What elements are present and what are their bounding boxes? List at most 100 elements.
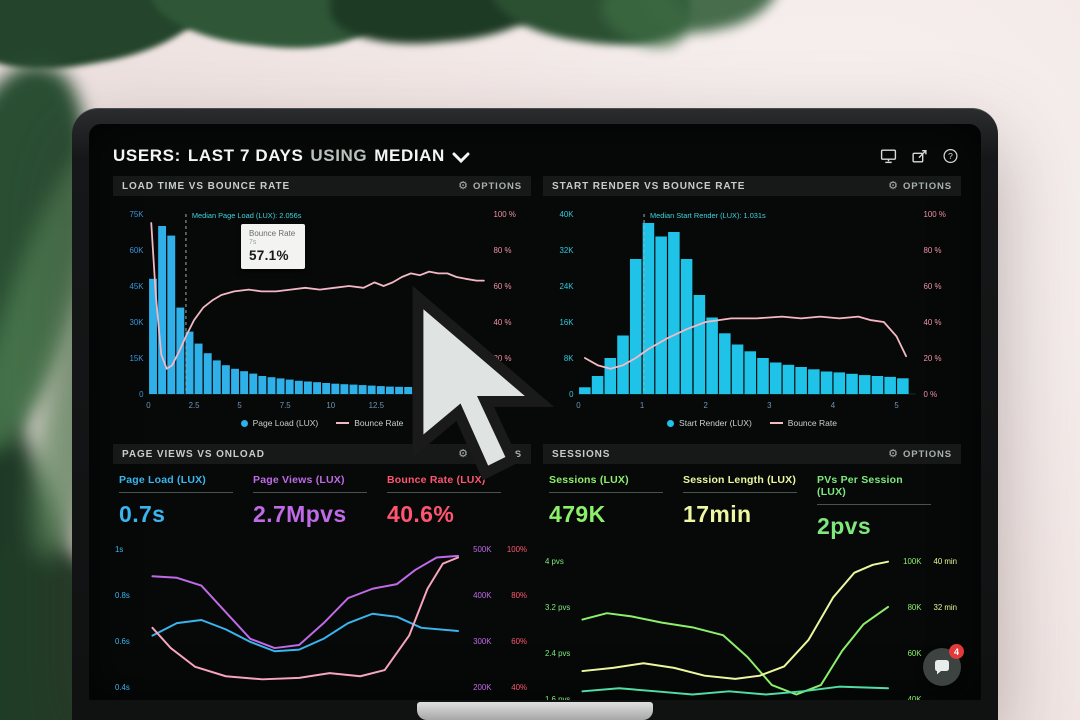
options-label: OPTIONS xyxy=(472,180,522,192)
dashboard-header: USERS: LAST 7 DAYS USING MEDIAN xyxy=(113,146,959,166)
options-button[interactable]: ⚙ OPTIONS xyxy=(458,179,522,192)
metric-sessions: Sessions (LUX) 479K xyxy=(549,474,663,540)
chat-button[interactable]: 4 xyxy=(923,644,964,686)
metric-value: 2.7Mpvs xyxy=(253,501,347,527)
svg-text:40 %: 40 % xyxy=(494,318,512,327)
chat-icon xyxy=(935,660,949,675)
svg-text:1: 1 xyxy=(640,401,645,410)
legend-line xyxy=(336,422,350,424)
metric-label: PVs Per Session (LUX) xyxy=(817,474,931,505)
svg-text:100 %: 100 % xyxy=(494,210,516,219)
svg-text:400K: 400K xyxy=(473,591,492,600)
svg-text:80%: 80% xyxy=(511,591,527,600)
metric-label: Page Load (LUX) xyxy=(119,474,233,493)
svg-text:2: 2 xyxy=(704,401,709,410)
legend-label: Page Load (LUX) xyxy=(252,418,319,428)
svg-text:60%: 60% xyxy=(511,637,527,646)
tooltip-x-value: 7s xyxy=(249,239,257,246)
monitor-icon[interactable] xyxy=(880,148,897,164)
panel-start-render: START RENDER VS BOUNCE RATE ⚙ OPTIONS 40… xyxy=(543,176,961,432)
svg-text:45K: 45K xyxy=(130,282,145,291)
metric-value: 479K xyxy=(549,501,606,527)
svg-text:0: 0 xyxy=(139,390,144,399)
sessions-chart-area: 4 pvs 3.2 pvs 2.4 pvs 1.6 pvs 100K 40 min 80K 3… xyxy=(543,542,961,700)
svg-text:?: ? xyxy=(948,151,953,161)
legend-dot xyxy=(667,419,675,427)
metric-session-length: Session Length (LUX) 17min xyxy=(683,474,797,540)
panel-load-time: LOAD TIME VS BOUNCE RATE ⚙ OPTIONS 75K 60… xyxy=(113,176,555,481)
svg-text:80 %: 80 % xyxy=(924,246,942,255)
svg-text:5: 5 xyxy=(237,401,242,410)
gear-icon: ⚙ xyxy=(458,179,468,192)
svg-text:0.8s: 0.8s xyxy=(115,591,130,600)
svg-text:0.6s: 0.6s xyxy=(115,637,130,646)
svg-text:16K: 16K xyxy=(560,318,575,327)
start-render-chart: 40K 32K 24K 16K 8K 0 100 % 80 % 60 % 40 % 20 % 0 % 0… xyxy=(560,210,946,410)
share-icon[interactable] xyxy=(911,148,928,164)
title-metric: MEDIAN xyxy=(374,146,445,165)
svg-text:4: 4 xyxy=(831,401,836,410)
svg-text:0: 0 xyxy=(576,401,581,410)
legend-label: Bounce Rate xyxy=(787,418,837,428)
mouse-cursor-icon xyxy=(412,285,555,481)
title-users: USERS: xyxy=(113,146,181,165)
svg-text:32 min: 32 min xyxy=(933,603,957,612)
metric-label: Sessions (LUX) xyxy=(549,474,663,493)
legend-item[interactable]: Bounce Rate xyxy=(336,418,403,428)
legend-item[interactable]: Start Render (LUX) xyxy=(667,418,752,428)
svg-text:1s: 1s xyxy=(115,545,123,554)
metric-label: Page Views (LUX) xyxy=(253,474,367,493)
tooltip-value: 57.1% xyxy=(249,248,289,263)
page-views-chart-area: 1s 0.8s 0.6s 0.4s 500K 100% 400K 80% 300K 60% 200K… xyxy=(113,530,531,700)
metric-value: 17min xyxy=(683,501,752,527)
svg-text:Median Page Load (LUX): 2.056s: Median Page Load (LUX): 2.056s xyxy=(192,211,302,220)
panel-title: START RENDER VS BOUNCE RATE xyxy=(552,180,746,192)
chart-tooltip: Bounce Rate 7s 57.1% xyxy=(241,224,306,269)
svg-text:4 pvs: 4 pvs xyxy=(545,557,564,566)
metric-row: Page Load (LUX) 0.7s Page Views (LUX) 2.… xyxy=(113,466,531,530)
svg-text:60K: 60K xyxy=(908,649,923,658)
legend-item[interactable]: Bounce Rate xyxy=(769,418,837,428)
svg-text:5: 5 xyxy=(894,401,899,410)
sessions-chart: 4 pvs 3.2 pvs 2.4 pvs 1.6 pvs 100K 40 min 80K 3… xyxy=(545,557,957,700)
svg-text:60 %: 60 % xyxy=(924,282,942,291)
options-label: OPTIONS xyxy=(902,448,952,460)
svg-text:3: 3 xyxy=(767,401,772,410)
svg-text:32K: 32K xyxy=(560,246,575,255)
options-button[interactable]: ⚙ OPTIONS xyxy=(888,180,952,192)
panel-title: LOAD TIME VS BOUNCE RATE xyxy=(122,180,291,192)
svg-text:200K: 200K xyxy=(473,683,492,692)
svg-text:Median Start Render (LUX): 1.0: Median Start Render (LUX): 1.031s xyxy=(650,211,766,220)
panel-title: SESSIONS xyxy=(552,448,611,460)
svg-text:40 %: 40 % xyxy=(924,318,942,327)
metric-bounce-rate: Bounce Rate (LUX) 40.6% xyxy=(387,474,501,528)
panel-header: START RENDER VS BOUNCE RATE ⚙ OPTIONS xyxy=(543,176,961,196)
svg-text:2.4 pvs: 2.4 pvs xyxy=(545,649,570,658)
svg-text:30K: 30K xyxy=(130,318,145,327)
metric-value: 40.6% xyxy=(387,501,455,527)
dashboard-title-dropdown[interactable]: USERS: LAST 7 DAYS USING MEDIAN xyxy=(113,146,470,166)
svg-text:12.5: 12.5 xyxy=(369,401,385,410)
panel-header: LOAD TIME VS BOUNCE RATE ⚙ OPTIONS xyxy=(113,176,531,196)
help-icon[interactable]: ? xyxy=(942,148,959,164)
metric-page-load: Page Load (LUX) 0.7s xyxy=(119,474,233,528)
svg-text:0.4s: 0.4s xyxy=(115,683,130,692)
svg-text:100 %: 100 % xyxy=(924,210,946,219)
svg-text:100K: 100K xyxy=(903,557,922,566)
svg-text:20 %: 20 % xyxy=(494,354,512,363)
title-range: LAST 7 DAYS xyxy=(187,146,304,165)
legend-item[interactable]: Page Load (LUX) xyxy=(240,418,319,428)
tooltip-series: Bounce Rate xyxy=(249,229,296,238)
options-button[interactable]: ⚙ OPTIONS xyxy=(888,447,952,460)
panel-header: SESSIONS ⚙ OPTIONS xyxy=(543,444,961,464)
svg-text:10: 10 xyxy=(326,401,335,410)
gear-icon: ⚙ xyxy=(888,447,898,460)
legend-line xyxy=(769,422,783,424)
metric-value: 0.7s xyxy=(119,501,166,527)
laptop: USERS: LAST 7 DAYS USING MEDIAN xyxy=(72,108,998,720)
dashboard: USERS: LAST 7 DAYS USING MEDIAN xyxy=(89,124,981,700)
metric-label: Session Length (LUX) xyxy=(683,474,797,493)
metric-label: Bounce Rate (LUX) xyxy=(387,474,501,493)
svg-text:24K: 24K xyxy=(560,282,575,291)
